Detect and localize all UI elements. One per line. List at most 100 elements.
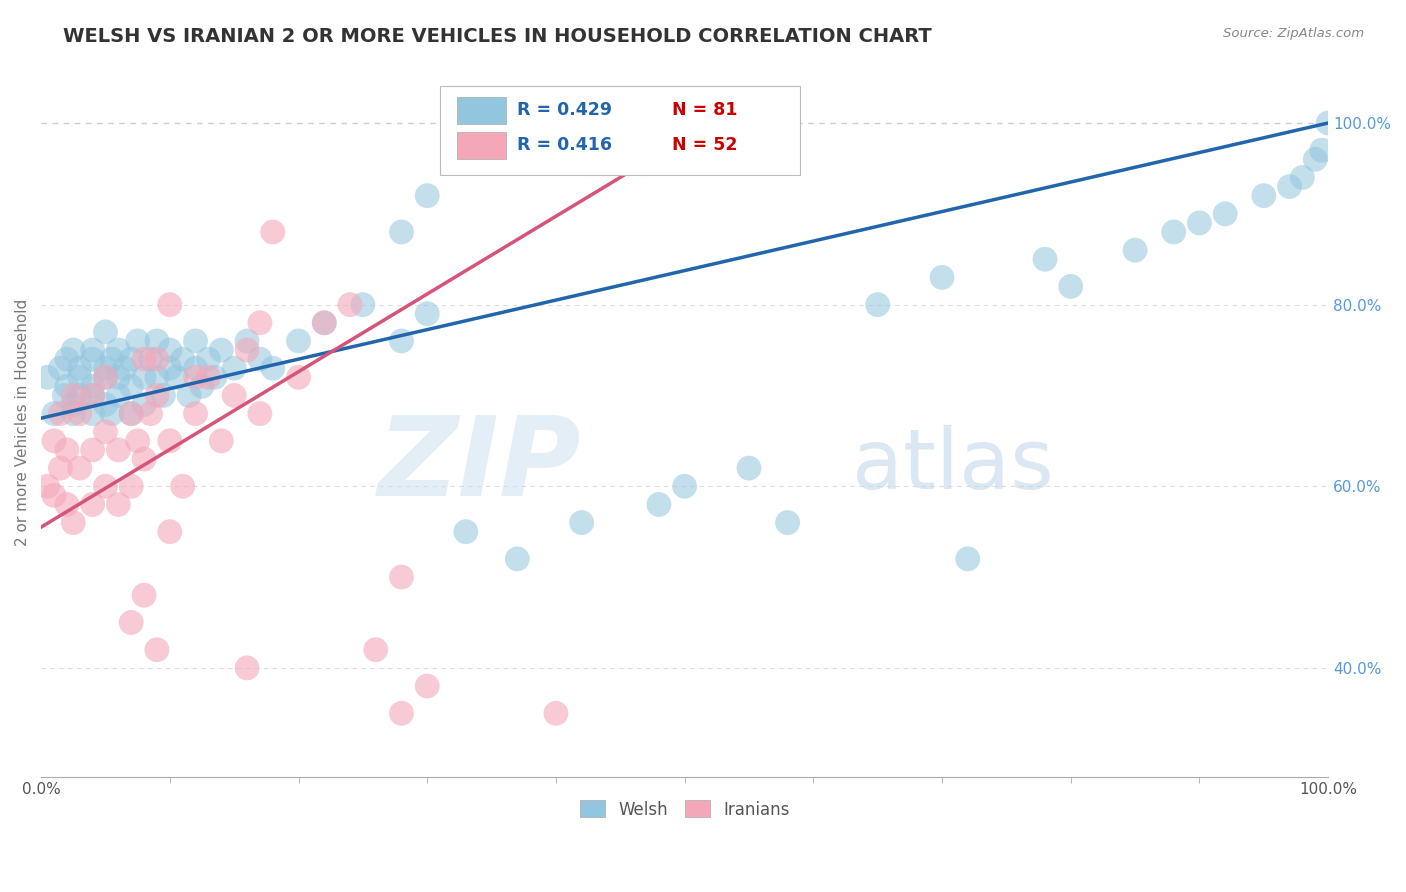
Point: [184, 361, 207, 376]
Point: [82, 388, 104, 402]
Text: N = 52: N = 52: [672, 136, 737, 154]
Point: [42, 488, 65, 502]
Point: [1188, 216, 1211, 230]
Point: [339, 298, 361, 312]
Point: [101, 407, 124, 421]
Point: [866, 298, 889, 312]
Point: [127, 334, 149, 348]
Point: [146, 370, 169, 384]
Point: [262, 225, 284, 239]
Point: [107, 388, 129, 402]
Text: WELSH VS IRANIAN 2 OR MORE VEHICLES IN HOUSEHOLD CORRELATION CHART: WELSH VS IRANIAN 2 OR MORE VEHICLES IN H…: [63, 27, 932, 45]
Point: [120, 379, 142, 393]
Point: [132, 352, 155, 367]
Point: [391, 225, 413, 239]
Point: [1253, 188, 1275, 202]
Point: [506, 552, 529, 566]
Point: [49, 461, 72, 475]
Point: [1213, 207, 1236, 221]
Text: R = 0.416: R = 0.416: [517, 136, 612, 154]
Point: [159, 434, 181, 448]
Point: [120, 479, 142, 493]
Point: [139, 407, 162, 421]
Text: atlas: atlas: [852, 425, 1053, 506]
Point: [146, 642, 169, 657]
Point: [37, 370, 59, 384]
Point: [62, 398, 84, 412]
Point: [107, 343, 129, 357]
Point: [391, 570, 413, 584]
Point: [114, 361, 136, 376]
Point: [82, 442, 104, 457]
Point: [1163, 225, 1185, 239]
Point: [1033, 252, 1056, 267]
Point: [132, 452, 155, 467]
Point: [262, 361, 284, 376]
Point: [107, 442, 129, 457]
Text: Source: ZipAtlas.com: Source: ZipAtlas.com: [1223, 27, 1364, 40]
Point: [352, 298, 374, 312]
Point: [314, 316, 336, 330]
Point: [94, 398, 117, 412]
Point: [249, 352, 271, 367]
Point: [956, 552, 979, 566]
Point: [56, 352, 79, 367]
Point: [776, 516, 799, 530]
Point: [56, 379, 79, 393]
Legend: Welsh, Iranians: Welsh, Iranians: [574, 794, 796, 825]
Point: [931, 270, 953, 285]
Point: [1291, 170, 1313, 185]
Point: [107, 370, 129, 384]
Point: [42, 434, 65, 448]
Point: [69, 361, 91, 376]
Point: [127, 434, 149, 448]
Point: [209, 343, 232, 357]
Point: [236, 334, 259, 348]
Point: [165, 370, 187, 384]
Point: [82, 379, 104, 393]
Point: [172, 479, 194, 493]
Text: R = 0.429: R = 0.429: [517, 101, 612, 119]
Point: [454, 524, 477, 539]
Point: [120, 352, 142, 367]
Point: [82, 407, 104, 421]
Point: [416, 679, 439, 693]
Point: [69, 370, 91, 384]
Point: [56, 442, 79, 457]
Point: [391, 334, 413, 348]
Point: [62, 516, 84, 530]
Point: [146, 334, 169, 348]
Point: [364, 642, 387, 657]
Point: [159, 361, 181, 376]
Point: [42, 407, 65, 421]
Point: [416, 307, 439, 321]
FancyBboxPatch shape: [457, 97, 506, 124]
Point: [94, 479, 117, 493]
Point: [94, 425, 117, 439]
Point: [132, 398, 155, 412]
Point: [209, 434, 232, 448]
Point: [82, 497, 104, 511]
Point: [1303, 153, 1326, 167]
Point: [236, 343, 259, 357]
Point: [159, 298, 181, 312]
Point: [179, 388, 201, 402]
Point: [159, 524, 181, 539]
Point: [314, 316, 336, 330]
Point: [62, 343, 84, 357]
Text: N = 81: N = 81: [672, 101, 737, 119]
Point: [62, 407, 84, 421]
Point: [236, 661, 259, 675]
Point: [49, 407, 72, 421]
Point: [132, 588, 155, 602]
Point: [56, 497, 79, 511]
Point: [107, 497, 129, 511]
Y-axis label: 2 or more Vehicles in Household: 2 or more Vehicles in Household: [15, 299, 30, 546]
Point: [1123, 243, 1146, 257]
Point: [69, 388, 91, 402]
Point: [49, 361, 72, 376]
Point: [94, 325, 117, 339]
Point: [1310, 143, 1333, 157]
Text: ZIP: ZIP: [378, 412, 582, 518]
Point: [132, 370, 155, 384]
